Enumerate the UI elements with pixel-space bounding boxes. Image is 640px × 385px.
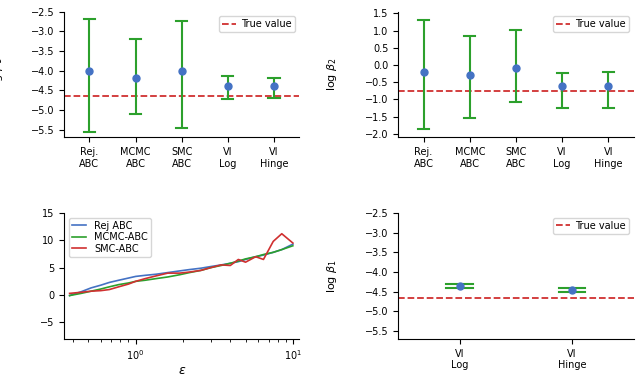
Rej ABC [207, 264, 214, 269]
Rej ABC [115, 278, 122, 283]
Rej ABC [242, 257, 250, 262]
SMC-ABC [252, 254, 259, 259]
MCMC-ABC [115, 282, 122, 287]
SMC-ABC [152, 274, 160, 278]
Rej ABC [152, 272, 160, 276]
MCMC-ABC [175, 273, 183, 277]
Rej ABC [175, 269, 183, 273]
Y-axis label: log $\beta_1$: log $\beta_1$ [0, 58, 5, 91]
Rej ABC [289, 242, 297, 246]
True value [456, 295, 464, 300]
Rej ABC [269, 250, 277, 254]
MCMC-ABC [207, 265, 214, 270]
SMC-ABC [106, 287, 113, 292]
SMC-ABC [77, 290, 85, 295]
True value [132, 94, 140, 99]
MCMC-ABC [260, 252, 268, 257]
True value [568, 295, 576, 300]
MCMC-ABC [141, 278, 149, 283]
SMC-ABC [87, 289, 95, 293]
MCMC-ABC [234, 259, 242, 263]
Y-axis label: log $\beta_1$: log $\beta_1$ [325, 259, 339, 293]
Rej ABC [141, 273, 149, 278]
SMC-ABC [186, 270, 193, 275]
SMC-ABC [234, 257, 242, 262]
Rej ABC [164, 270, 172, 275]
MCMC-ABC [278, 247, 285, 252]
MCMC-ABC [227, 261, 234, 266]
Rej ABC [260, 253, 268, 258]
SMC-ABC [289, 241, 297, 245]
SMC-ABC [175, 271, 183, 275]
Rej ABC [197, 266, 205, 271]
Rej ABC [125, 276, 132, 280]
X-axis label: $\epsilon$: $\epsilon$ [177, 364, 186, 377]
MCMC-ABC [132, 279, 140, 284]
MCMC-ABC [152, 276, 160, 281]
Legend: True value: True value [219, 17, 294, 32]
Rej ABC [77, 290, 85, 294]
Line: SMC-ABC: SMC-ABC [70, 234, 293, 293]
SMC-ABC [197, 268, 205, 273]
Y-axis label: log $\beta_2$: log $\beta_2$ [325, 58, 339, 91]
MCMC-ABC [197, 268, 205, 273]
MCMC-ABC [252, 254, 259, 259]
Line: Rej ABC: Rej ABC [70, 244, 293, 296]
SMC-ABC [207, 265, 214, 270]
Legend: True value: True value [553, 218, 628, 234]
Rej ABC [278, 247, 285, 252]
MCMC-ABC [242, 256, 250, 261]
SMC-ABC [242, 260, 250, 264]
SMC-ABC [97, 288, 104, 293]
True value [466, 89, 474, 93]
SMC-ABC [278, 231, 285, 236]
Rej ABC [227, 261, 234, 266]
SMC-ABC [269, 239, 277, 244]
SMC-ABC [125, 282, 132, 286]
Rej ABC [186, 267, 193, 272]
MCMC-ABC [186, 270, 193, 275]
MCMC-ABC [77, 291, 85, 296]
Rej ABC [87, 286, 95, 290]
SMC-ABC [218, 263, 225, 267]
SMC-ABC [66, 291, 74, 296]
SMC-ABC [164, 271, 172, 275]
MCMC-ABC [164, 275, 172, 279]
SMC-ABC [260, 257, 268, 262]
Rej ABC [252, 254, 259, 259]
Rej ABC [97, 283, 104, 288]
Legend: True value: True value [553, 17, 628, 32]
SMC-ABC [132, 279, 140, 284]
Rej ABC [218, 263, 225, 267]
MCMC-ABC [269, 250, 277, 254]
MCMC-ABC [218, 263, 225, 268]
Line: MCMC-ABC: MCMC-ABC [70, 246, 293, 296]
MCMC-ABC [289, 243, 297, 248]
True value [420, 89, 428, 93]
Legend: Rej ABC, MCMC-ABC, SMC-ABC: Rej ABC, MCMC-ABC, SMC-ABC [69, 218, 151, 256]
SMC-ABC [141, 276, 149, 281]
Rej ABC [106, 280, 113, 285]
MCMC-ABC [66, 293, 74, 298]
MCMC-ABC [125, 281, 132, 285]
Rej ABC [234, 259, 242, 264]
SMC-ABC [115, 285, 122, 289]
True value [86, 94, 93, 99]
Rej ABC [66, 293, 74, 298]
MCMC-ABC [87, 289, 95, 293]
SMC-ABC [227, 263, 234, 268]
MCMC-ABC [106, 285, 113, 289]
MCMC-ABC [97, 287, 104, 291]
Rej ABC [132, 274, 140, 279]
